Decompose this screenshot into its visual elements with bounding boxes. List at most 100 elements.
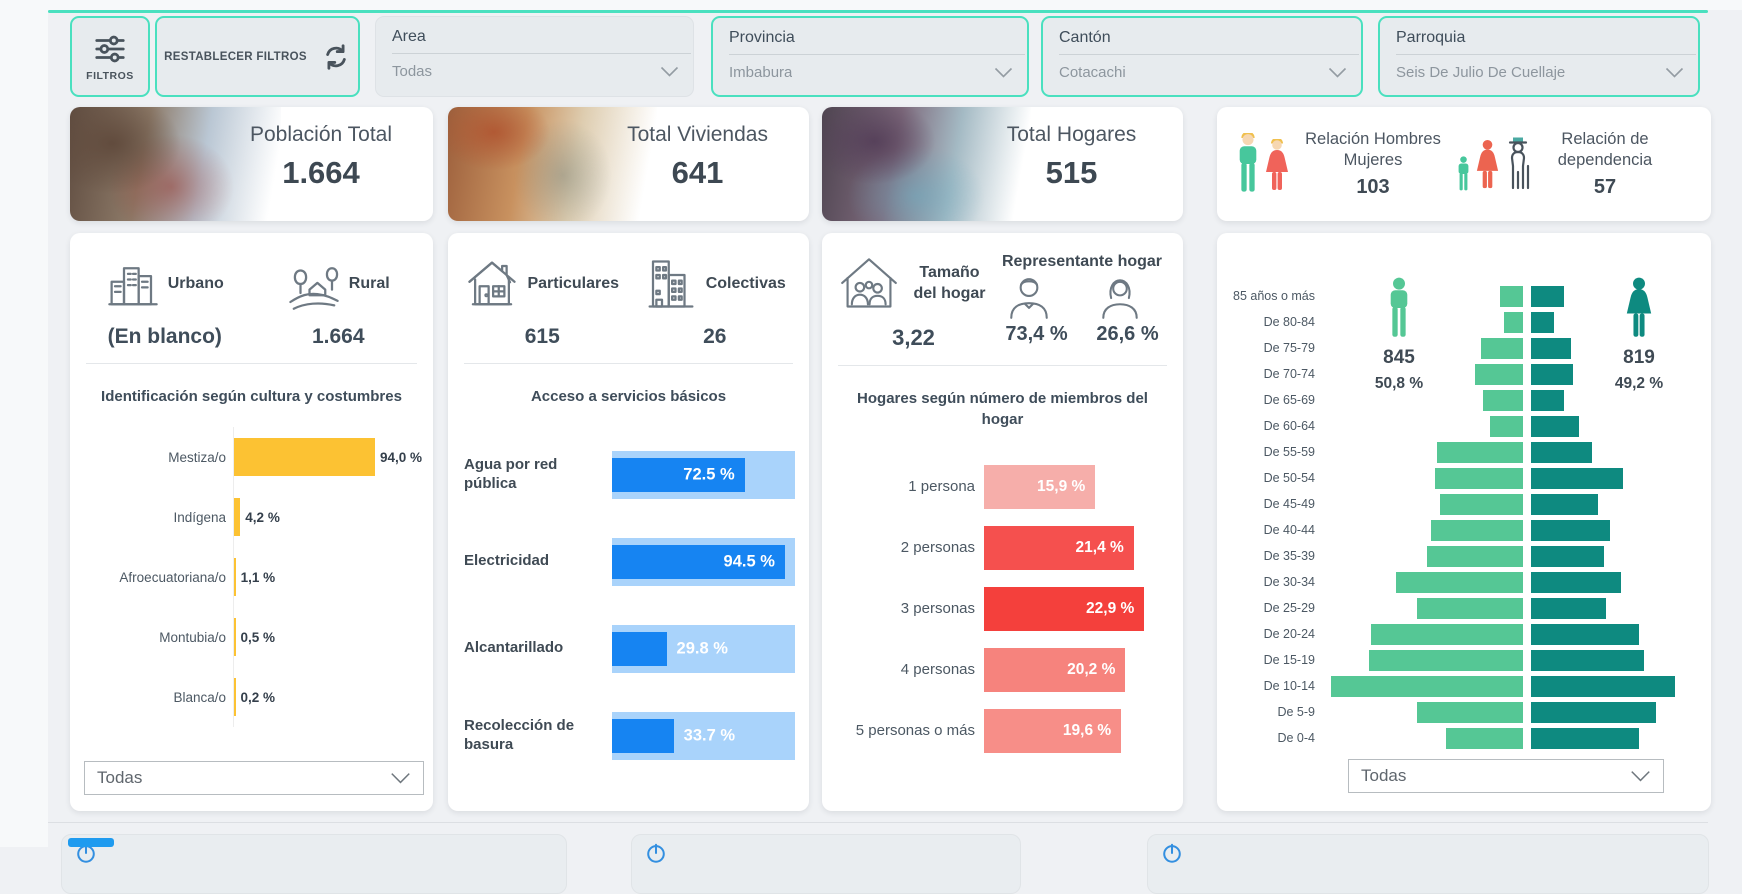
pyramid-row: De 20-24 [1225,621,1703,647]
slicer-canton-value: Cotacachi [1059,64,1126,81]
pyramid-male-bar[interactable] [1434,467,1523,489]
slicer-area[interactable]: Area Todas [375,16,694,97]
filters-button[interactable]: FILTROS [70,16,150,97]
footer-panel [61,834,567,894]
household-bar[interactable]: 20,2 % [984,647,1126,692]
household-bar-row: 1 persona 15,9 % [834,456,1169,517]
chevron-down-icon[interactable] [994,67,1013,78]
pyramid-male-bar[interactable] [1490,415,1523,437]
pyramid-male-bar[interactable] [1371,623,1523,645]
culture-bar[interactable] [234,678,236,716]
services-bar-track[interactable]: 29.8 % [612,624,795,673]
slicer-parroquia[interactable]: Parroquia Seis De Julio De Cuellaje [1378,16,1700,97]
pyramid-female-bar[interactable] [1531,467,1624,489]
pyramid-female-bar[interactable] [1531,545,1604,567]
chevron-down-icon[interactable] [390,772,411,784]
pyramid-female-bar[interactable] [1531,337,1572,359]
culture-value-label: 1,1 % [240,569,276,585]
pyramid-female-bar[interactable] [1531,623,1639,645]
pyramid-female-bar[interactable] [1531,441,1593,463]
pyramid-male-bar[interactable] [1482,389,1523,411]
hogares-card: Tamaño del hogar 3,22 Representante hoga… [822,233,1183,811]
pyramid-female-bar[interactable] [1531,285,1564,307]
services-bar-track[interactable]: 72.5 % [612,450,795,499]
household-category-label: 2 personas [900,539,975,556]
chevron-down-icon[interactable] [1630,770,1651,782]
pyramid-male-bar[interactable] [1430,519,1523,541]
culture-bar[interactable] [234,438,375,476]
services-category-label: Alcantarillado [464,639,564,657]
pyramid-female-bar[interactable] [1531,415,1579,437]
chevron-down-icon[interactable] [1665,67,1684,78]
pyramid-dropdown[interactable]: Todas [1348,759,1664,793]
pyramid-female-bar[interactable] [1531,597,1606,619]
pyramid-male-bar[interactable] [1475,363,1523,385]
culture-bar[interactable] [234,498,241,536]
pyramid-female-zone [1527,519,1703,541]
culture-value-label: 4,2 % [245,509,280,525]
buildings-icon [644,257,698,311]
ratios-card: Relación Hombres Mujeres 103 Relación de… [1217,107,1711,221]
pyramid-row: De 55-59 [1225,439,1703,465]
divider [48,822,1708,823]
pyramid-female-bar[interactable] [1531,389,1564,411]
pyramid-female-bar[interactable] [1531,493,1599,515]
culture-value-label: 0,2 % [240,689,276,705]
pyramid-male-bar[interactable] [1499,285,1523,307]
pyramid-female-bar[interactable] [1531,675,1675,697]
elder-icon [1508,137,1530,190]
culture-bar[interactable] [234,558,236,596]
services-bar[interactable] [612,631,667,666]
services-bar[interactable] [612,457,745,492]
services-category-label: Agua por red pública [464,455,558,492]
household-bar[interactable]: 22,9 % [984,586,1145,631]
culture-dropdown[interactable]: Todas [84,761,424,795]
pyramid-female-zone [1527,363,1703,385]
pyramid-female-zone [1527,285,1703,307]
pyramid-male-bar[interactable] [1417,597,1523,619]
services-bar[interactable] [612,544,785,579]
pyramid-male-zone [1325,597,1527,619]
filters-icon [93,32,127,66]
pyramid-male-bar[interactable] [1503,311,1523,333]
pyramid-male-bar[interactable] [1396,571,1523,593]
pyramid-age-label: De 20-24 [1263,627,1315,641]
pyramid-male-zone [1325,467,1527,489]
pyramid-male-bar[interactable] [1427,545,1523,567]
male-percent: 50,8 % [1374,375,1424,392]
info-icon[interactable] [1161,842,1183,864]
household-bar[interactable]: 19,6 % [984,708,1122,753]
pyramid-female-bar[interactable] [1531,571,1622,593]
particulares-value: 615 [524,325,560,348]
pyramid-male-bar[interactable] [1440,493,1523,515]
pyramid-male-bar[interactable] [1369,649,1523,671]
pyramid-female-bar[interactable] [1531,649,1645,671]
kpi-title: Población Total [249,123,393,146]
pyramid-female-bar[interactable] [1531,519,1610,541]
pyramid-age-label: De 15-19 [1263,653,1315,667]
info-icon[interactable] [645,842,667,864]
pyramid-male-bar[interactable] [1331,675,1523,697]
household-bar[interactable]: 15,9 % [984,464,1096,509]
culture-bar[interactable] [234,618,236,656]
pyramid-male-bar[interactable] [1436,441,1523,463]
pyramid-male-bar[interactable] [1480,337,1523,359]
reset-filters-button[interactable]: RESTABLECER FILTROS [155,16,360,97]
refresh-icon [321,42,351,72]
pyramid-female-bar[interactable] [1531,311,1555,333]
pyramid-female-zone [1527,675,1703,697]
pyramid-female-bar[interactable] [1531,363,1574,385]
pyramid-male-bar[interactable] [1417,701,1523,723]
slicer-canton[interactable]: Cantón Cotacachi [1041,16,1363,97]
household-bar[interactable]: 21,4 % [984,525,1134,570]
services-bar[interactable] [612,718,674,753]
pyramid-female-bar[interactable] [1531,727,1639,749]
services-bar-track[interactable]: 33.7 % [612,711,795,760]
pyramid-female-bar[interactable] [1531,701,1656,723]
culture-category-label: Indígena [173,509,226,525]
chevron-down-icon[interactable] [660,66,679,77]
services-bar-track[interactable]: 94.5 % [612,537,795,586]
chevron-down-icon[interactable] [1328,67,1347,78]
slicer-provincia[interactable]: Provincia Imbabura [711,16,1029,97]
pyramid-male-bar[interactable] [1446,727,1523,749]
